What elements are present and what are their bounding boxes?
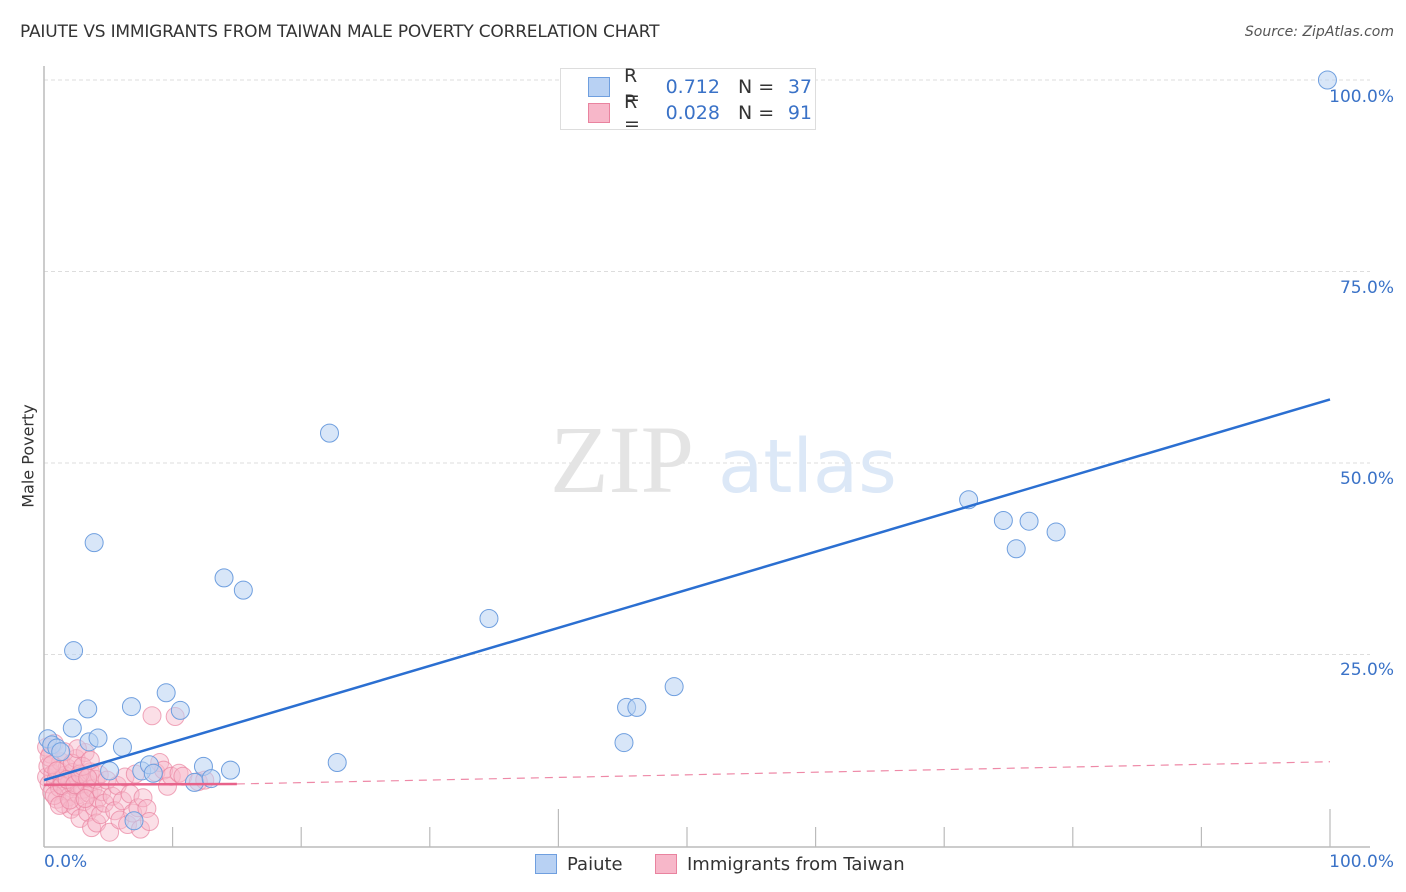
paiute-swatch-icon (588, 77, 610, 97)
y-tick-100: 100.0% (1329, 87, 1394, 107)
data-point (1046, 522, 1066, 542)
data-point (84, 533, 104, 553)
data-point (60, 790, 80, 810)
taiwan-swatch-icon (655, 854, 677, 874)
data-point (627, 697, 647, 717)
n-label: N = (738, 76, 775, 98)
series-paiute-points (38, 70, 1337, 831)
data-point (64, 641, 84, 661)
legend-label: Paiute (567, 853, 623, 875)
axes (43, 66, 1370, 848)
n-value: 91 (787, 102, 812, 124)
x-tick-0: 0.0% (44, 852, 88, 872)
n-label: N = (738, 102, 775, 124)
chart-title: PAIUTE VS IMMIGRANTS FROM TAIWAN MALE PO… (20, 22, 660, 42)
trend-lines (43, 398, 1331, 786)
y-tick-75: 75.0% (1339, 278, 1394, 298)
data-point (44, 785, 64, 805)
data-point (993, 510, 1013, 530)
svg-text:ZIP: ZIP (550, 406, 694, 513)
n-value: 37 (787, 76, 812, 98)
data-point (133, 788, 153, 808)
source-label: Source: ZipAtlas.com (1244, 24, 1394, 40)
data-point (327, 753, 347, 773)
data-point (1019, 511, 1039, 531)
svg-text:atlas: atlas (718, 424, 897, 510)
data-point (479, 608, 499, 628)
paiute-swatch-icon (535, 854, 557, 874)
data-point (214, 568, 234, 588)
legend-row-taiwan: R = 0.028 N = 91 (561, 91, 812, 135)
data-point (1006, 539, 1026, 559)
data-point (112, 737, 132, 757)
y-tick-50: 50.0% (1339, 469, 1394, 489)
paiute-trend-line (43, 398, 1331, 782)
legend-item-paiute[interactable]: Paiute (535, 852, 623, 876)
data-point (62, 718, 82, 738)
data-point (614, 733, 634, 753)
data-point (156, 683, 176, 703)
taiwan-trend-line-dashed (236, 761, 1331, 785)
r-label: R = (624, 91, 640, 135)
data-point (49, 795, 69, 815)
data-point (100, 761, 120, 781)
data-point (78, 699, 98, 719)
data-point (170, 700, 190, 720)
r-value: 0.712 (665, 76, 720, 98)
y-tick-25: 25.0% (1339, 660, 1394, 680)
data-point (1317, 70, 1337, 90)
data-point (233, 580, 253, 600)
legend-item-immigrants-from-taiwan[interactable]: Immigrants from Taiwan (655, 852, 905, 876)
legend-label: Immigrants from Taiwan (687, 853, 905, 875)
gridlines (44, 79, 1370, 655)
data-point (157, 776, 177, 796)
data-point (143, 763, 163, 783)
data-point (319, 423, 339, 443)
data-point (124, 811, 144, 831)
data-point (664, 677, 684, 697)
data-point (184, 772, 204, 792)
data-point (91, 805, 111, 825)
taiwan-trend-line-solid (43, 782, 237, 786)
data-point (169, 763, 189, 783)
r-label: R = (624, 65, 640, 109)
stats-legend: R = 0.712 N = 37 R = 0.028 N = 91 (560, 65, 816, 135)
data-point (121, 697, 141, 717)
legend-row-paiute: R = 0.712 N = 37 (561, 65, 812, 109)
data-point (220, 760, 240, 780)
data-point (51, 742, 71, 762)
series-legend: Paiute Immigrants from Taiwan (0, 852, 1406, 876)
data-point (100, 822, 120, 842)
r-value: 0.028 (665, 102, 720, 124)
data-point (88, 728, 108, 748)
x-tick-100: 100.0% (1329, 852, 1394, 872)
taiwan-swatch-icon (588, 103, 610, 123)
data-point (75, 789, 95, 809)
watermark: ZIP atlas (550, 406, 897, 513)
data-point (142, 706, 162, 726)
